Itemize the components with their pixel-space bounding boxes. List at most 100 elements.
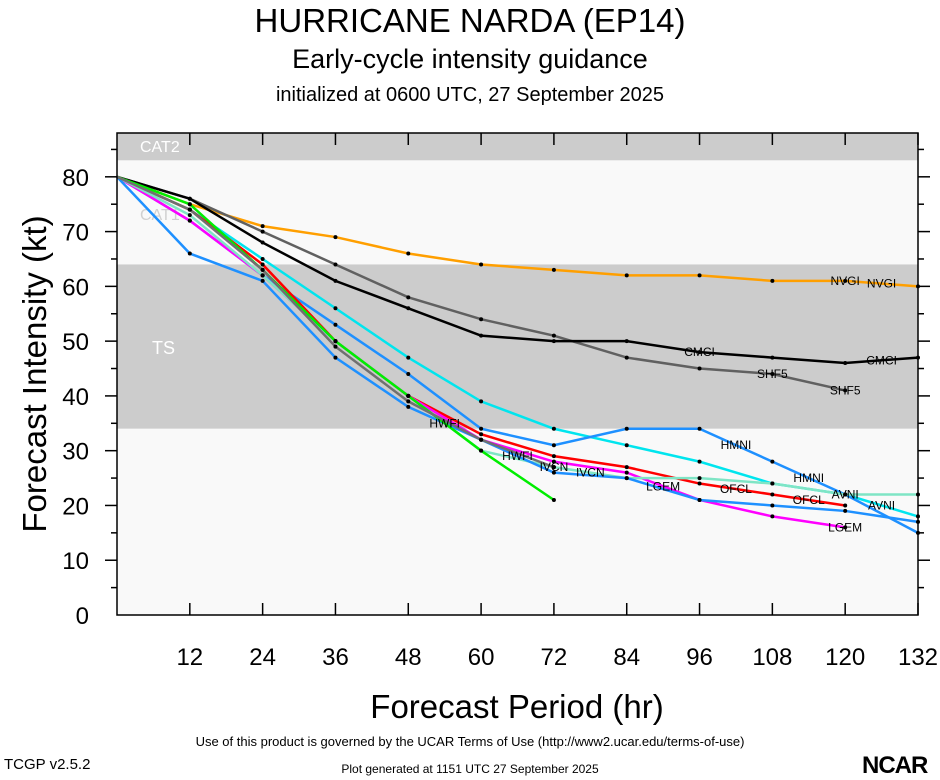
version-label: TCGP v2.5.2: [4, 756, 91, 773]
x-tick-label: 120: [825, 644, 865, 671]
y-tick-label: 20: [62, 493, 89, 520]
x-tick-label: 72: [541, 644, 568, 671]
y-tick-label: 50: [62, 329, 89, 356]
x-tick-label: 84: [613, 644, 640, 671]
series-label: LGEM: [828, 520, 862, 534]
ncar-logo: NCAR: [862, 752, 928, 779]
data-point: [843, 361, 848, 366]
data-point: [187, 213, 192, 218]
series-label: CMCI: [866, 353, 897, 367]
data-point: [770, 514, 775, 519]
data-point: [843, 508, 848, 513]
data-point: [187, 251, 192, 256]
data-point: [479, 262, 484, 267]
x-tick-label: 48: [395, 644, 422, 671]
data-point: [843, 503, 848, 508]
data-point: [187, 202, 192, 207]
data-point: [333, 262, 338, 267]
y-tick-label: 0: [76, 603, 89, 630]
data-point: [406, 404, 411, 409]
x-tick-label: 108: [752, 644, 792, 671]
data-point: [479, 448, 484, 453]
series-label: OFCL: [720, 482, 752, 496]
series-label: AVNI: [832, 488, 859, 502]
y-tick-label: 40: [62, 384, 89, 411]
data-point: [333, 344, 338, 349]
series-label: HWFI: [429, 416, 460, 430]
data-point: [624, 426, 629, 431]
x-tick-label: 24: [249, 644, 276, 671]
data-point: [551, 470, 556, 475]
data-point: [260, 262, 265, 267]
data-point: [260, 273, 265, 278]
data-point: [697, 497, 702, 502]
generated-time: Plot generated at 1151 UTC 27 September …: [341, 762, 599, 776]
series-label: CMCI: [684, 345, 715, 359]
plot-frame: [116, 132, 919, 616]
data-point: [479, 399, 484, 404]
data-point: [770, 278, 775, 283]
data-point: [697, 273, 702, 278]
band-cat1: [117, 160, 918, 265]
data-point: [260, 267, 265, 272]
series-line-ivcn: [116, 175, 918, 496]
data-point: [406, 393, 411, 398]
band-label: CAT2: [140, 139, 180, 156]
x-tick-label: 60: [468, 644, 495, 671]
chart-subtitle: Early-cycle intensity guidance: [292, 44, 648, 74]
x-axis-label: Forecast Period (hr): [370, 688, 663, 725]
data-point: [843, 525, 848, 530]
series-label: AVNI: [868, 498, 895, 512]
terms-notice: Use of this product is governed by the U…: [195, 734, 745, 749]
data-point: [770, 372, 775, 376]
data-point: [260, 240, 265, 245]
x-tick-label: 12: [176, 644, 203, 671]
data-point: [333, 322, 338, 327]
data-point: [697, 476, 702, 481]
data-point: [406, 295, 411, 300]
data-point: [406, 372, 411, 376]
data-point: [770, 481, 775, 486]
data-point: [260, 256, 265, 261]
data-point: [187, 207, 192, 212]
series-line-cmci: [116, 175, 919, 365]
data-point: [333, 339, 338, 344]
y-tick-label: 70: [62, 220, 89, 247]
data-point: [260, 224, 265, 229]
data-point: [479, 317, 484, 322]
data-point: [843, 388, 848, 393]
data-point: [624, 465, 629, 470]
data-point: [770, 355, 775, 360]
band-label: TS: [152, 338, 175, 358]
data-point: [551, 267, 556, 272]
data-point: [551, 497, 556, 502]
data-point: [406, 355, 411, 360]
y-tick-label: 30: [62, 439, 89, 466]
data-point: [260, 278, 265, 283]
series-label: SHF5: [830, 383, 861, 397]
series-label: LGEM: [646, 479, 680, 493]
band-ts: [117, 264, 918, 429]
series-line-hwfi: [116, 175, 919, 524]
data-point: [551, 459, 556, 464]
series-label: SHF5: [757, 367, 788, 381]
data-point: [624, 443, 629, 448]
data-point: [624, 470, 629, 475]
series-label: HMNI: [793, 471, 824, 485]
data-point: [479, 426, 484, 431]
init-time: initialized at 0600 UTC, 27 September 20…: [275, 84, 664, 106]
series-label: NVGI: [831, 274, 860, 288]
data-point: [479, 432, 484, 437]
y-tick-label: 60: [62, 274, 89, 301]
data-point: [406, 251, 411, 256]
chart-title: HURRICANE NARDA (EP14): [254, 2, 686, 39]
data-point: [333, 355, 338, 360]
data-point: [697, 366, 702, 371]
data-point: [843, 278, 848, 283]
series-label: OFCL: [793, 493, 825, 507]
data-point: [624, 476, 629, 481]
data-point: [551, 426, 556, 431]
x-tick-label: 36: [322, 644, 349, 671]
data-point: [624, 339, 629, 344]
data-point: [843, 492, 848, 497]
